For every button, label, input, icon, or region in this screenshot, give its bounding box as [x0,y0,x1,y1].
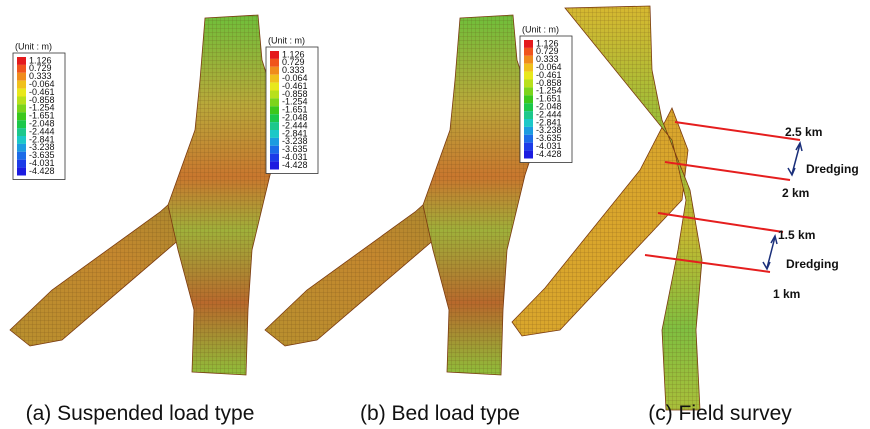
legend-swatch [524,48,533,56]
legend-swatch [270,59,279,67]
legend-swatch [270,138,279,146]
legend-swatch [17,81,26,89]
annotation: 1.5 km [778,228,815,242]
legend-swatch [270,122,279,130]
legend-unit: (Unit : m) [15,41,52,51]
annotation: Dredging [806,162,859,176]
legend-swatch [17,144,26,152]
legend-swatch [524,56,533,64]
legend-swatch [524,127,533,135]
legend-swatch [17,112,26,120]
legend-swatch [524,64,533,72]
legend-swatch [524,80,533,88]
legend-label: -4.428 [29,166,55,176]
legend-swatch [524,135,533,143]
legend-swatch [270,91,279,99]
legend-swatch [17,136,26,144]
legend-swatch [270,162,279,170]
legend-swatch [524,95,533,103]
legend-swatch [524,119,533,127]
legend-swatch [17,104,26,112]
panel-caption: (a) Suspended load type [26,402,255,425]
legend-swatch [17,57,26,65]
dredging-arrows [763,143,802,269]
legend-label: -4.428 [536,149,562,159]
legend-swatch [270,154,279,162]
legend-swatch [524,103,533,111]
legend-swatch [524,40,533,48]
legend-swatch [270,146,279,154]
legend-swatch [270,130,279,138]
legend-swatch [17,120,26,128]
legend-swatch [270,106,279,114]
legend-swatch [524,72,533,80]
annotation: 2.5 km [785,125,822,139]
legend-swatch [524,143,533,151]
legend-swatch [270,51,279,59]
legend-swatch [17,160,26,168]
legend-swatch [17,65,26,73]
panel-caption: (b) Bed load type [360,402,520,425]
legend-swatch [17,73,26,81]
legend-swatch [524,151,533,159]
legend-swatch [270,67,279,75]
legend-swatch [17,97,26,105]
legend-swatch [270,75,279,83]
legend-unit: (Unit : m) [268,35,305,45]
legend-label: -4.428 [282,160,308,170]
legend-swatch [270,98,279,106]
legend-swatch [524,87,533,95]
annotation: 1 km [773,287,800,301]
annotation: Dredging [786,257,839,271]
legend-swatch [17,152,26,160]
legend-swatch [270,114,279,122]
figure: (Unit : m)1.1260.7290.333-0.064-0.461-0.… [0,0,870,429]
panel-caption: (c) Field survey [648,402,792,425]
legend-swatch [270,83,279,91]
legend-swatch [17,89,26,97]
legend-unit: (Unit : m) [522,24,559,34]
annotation: 2 km [782,186,809,200]
legend-swatch [17,168,26,176]
legend-swatch [524,111,533,119]
legend-swatch [17,128,26,136]
